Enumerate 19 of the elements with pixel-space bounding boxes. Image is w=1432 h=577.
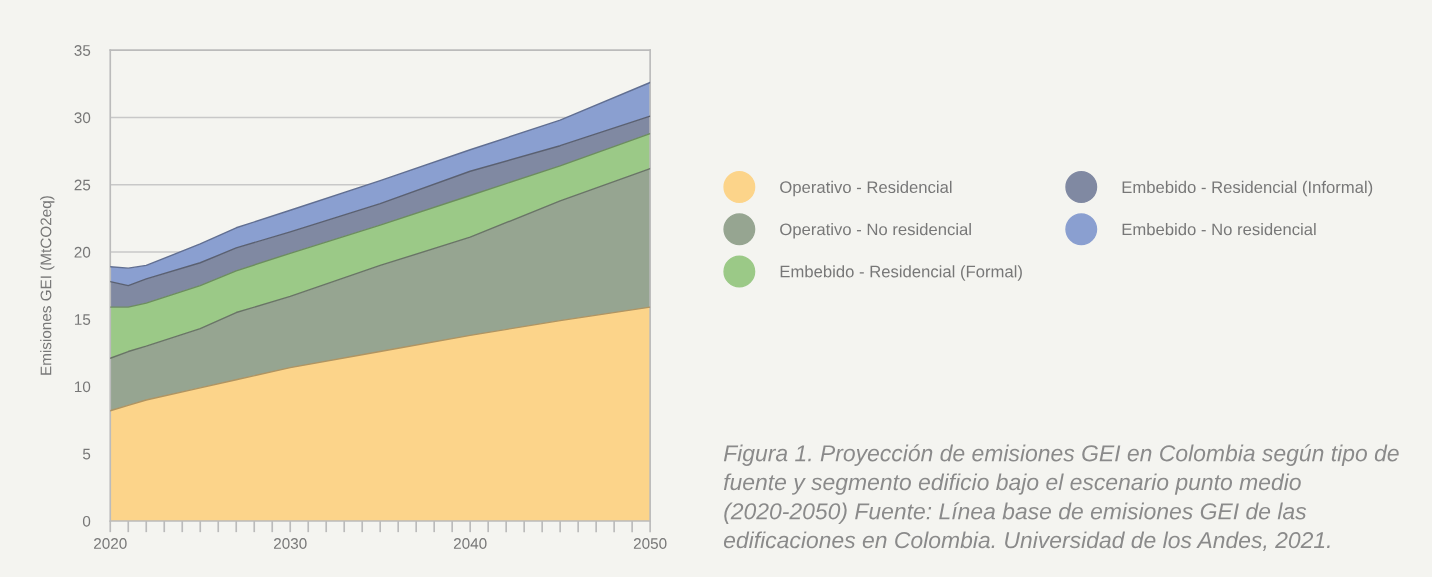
- text: Figura 1. Proyección de emisiones GEI en Colombia según tipo de fuente y segmento edificio bajo el escenario punto medio (2020-2050) Fuente: Línea base de emisiones GEI de las edificaciones en Colombia. Universidad de los Andes, 2021.: [723, 444, 1399, 551]
- x-tick-label: 2050: [633, 538, 667, 549]
- y-axis-title: Emisiones GEI (MtCO2eq): [40, 196, 55, 375]
- y-tick-label: 10: [74, 381, 91, 393]
- y-tick-label: 5: [82, 448, 91, 460]
- x-tick-label: 2040: [453, 538, 487, 549]
- x-tick-label: 2020: [94, 538, 127, 549]
- legend-label: Operativo - No residencial: [780, 223, 971, 239]
- y-tick-label: 30: [74, 112, 91, 124]
- y-tick-label: 0: [82, 515, 91, 527]
- legend-label: Operativo - Residencial: [780, 180, 952, 197]
- legend-label: Embebido - Residencial (Informal): [1122, 180, 1373, 197]
- legend-label: Embebido - No residencial: [1122, 223, 1316, 236]
- legend-label: Embebido - Residencial (Formal): [780, 265, 1022, 281]
- x-tick-label: 2030: [274, 538, 307, 549]
- y-tick-label: 15: [74, 314, 91, 325]
- y-tick-label: 20: [74, 246, 91, 258]
- y-tick-label: 35: [74, 45, 91, 56]
- y-tick-label: 25: [74, 179, 91, 191]
